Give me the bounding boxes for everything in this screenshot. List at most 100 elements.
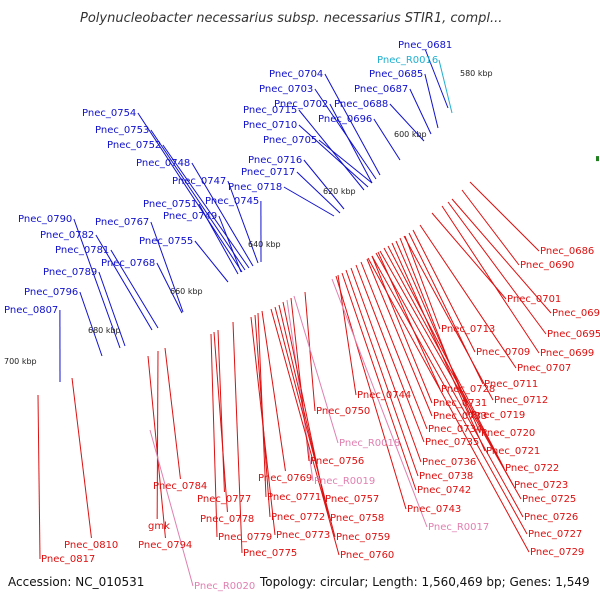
gene-label[interactable]: Pnec_0718 [228,182,282,193]
gene-label[interactable]: Pnec_0756 [310,456,364,467]
gene-label[interactable]: Pnec_0727 [528,529,582,540]
gene-label[interactable]: Pnec_0751 [143,199,197,210]
gene-label[interactable]: Pnec_0768 [101,258,155,269]
gene-label[interactable]: Pnec_0747 [172,176,226,187]
label-leader-line [304,291,316,412]
gene-label[interactable]: Pnec_0790 [18,214,72,225]
gene-label[interactable]: Pnec_0721 [486,446,540,457]
gene-label[interactable]: Pnec_0720 [481,428,535,439]
kbp-label: 620 kbp [323,187,356,196]
gene-label[interactable]: Pnec_0709 [476,347,530,358]
gene-label[interactable]: Pnec_0794 [138,540,192,551]
gene-label[interactable]: Pnec_0712 [494,395,548,406]
gene-label[interactable]: Pnec_0736 [422,457,476,468]
gene-label[interactable]: Pnec_0702 [274,99,328,110]
gene-label[interactable]: Pnec_0753 [95,125,149,136]
gene-label[interactable]: Pnec_0701 [507,294,561,305]
gene-label[interactable]: Pnec_0733 [433,411,487,422]
gene-label[interactable]: Pnec_0779 [218,532,272,543]
gene-label[interactable]: Pnec_0748 [136,158,190,169]
gene-label[interactable]: Pnec_0745 [205,196,259,207]
gene-label[interactable]: Pnec_0772 [271,512,325,523]
gene-label[interactable]: Pnec_0713 [441,324,495,335]
gene-label[interactable]: Pnec_0728 [441,384,495,395]
gene-label[interactable]: Pnec_0807 [4,305,58,316]
gene-label[interactable]: Pnec_0738 [419,471,473,482]
gene-label[interactable]: Pnec_0750 [316,406,370,417]
gene-label[interactable]: Pnec_0767 [95,217,149,228]
label-leader-line [383,247,514,486]
label-leader-line [438,59,453,114]
gene-label[interactable]: Pnec_0752 [107,140,161,151]
gene-label[interactable]: Pnec_0778 [200,514,254,525]
label-leader-line [303,159,345,210]
gene-label[interactable]: Pnec_0781 [55,245,109,256]
gene-label[interactable]: Pnec_0703 [259,84,313,95]
gene-label[interactable]: Pnec_0699 [540,348,594,359]
gene-label[interactable]: Pnec_0782 [40,230,94,241]
gene-label[interactable]: Pnec_0773 [276,530,330,541]
label-leader-line [164,347,181,480]
gene-label[interactable]: Pnec_0817 [41,554,95,565]
gene-label[interactable]: Pnec_0725 [522,494,576,505]
label-leader-line [375,252,524,518]
gene-label[interactable]: Pnec_0723 [514,480,568,491]
gene-label[interactable]: Pnec_0758 [330,513,384,524]
gene-label[interactable]: Pnec_0710 [243,120,297,131]
label-leader-line [441,205,540,354]
gene-label[interactable]: Pnec_0688 [334,99,388,110]
gene-label[interactable]: Pnec_0796 [24,287,78,298]
gene-label[interactable]: Pnec_R0017 [428,522,489,533]
label-leader-line [194,240,229,283]
gene-label[interactable]: Pnec_R0019 [314,476,375,487]
gene-label[interactable]: Pnec_R0018 [339,438,400,449]
gene-label[interactable]: Pnec_0717 [241,167,295,178]
gene-label[interactable]: Pnec_0711 [484,379,538,390]
gene-label[interactable]: Pnec_0755 [139,236,193,247]
gene-label[interactable]: Pnec_0735 [425,437,479,448]
gene-label[interactable]: Pnec_0696 [318,114,372,125]
label-leader-line [210,333,218,538]
gene-label[interactable]: Pnec_0707 [517,363,571,374]
gene-label[interactable]: Pnec_0686 [540,246,594,257]
gene-label[interactable]: Pnec_0705 [263,135,317,146]
gene-label[interactable]: Pnec_0726 [524,512,578,523]
gene-label[interactable]: Pnec_0775 [243,548,297,559]
gene-label[interactable]: Pnec_0744 [357,390,411,401]
label-leader-line [232,321,243,554]
gene-label[interactable]: Pnec_0769 [258,473,312,484]
gene-label[interactable]: Pnec_0771 [267,492,321,503]
gene-label[interactable]: Pnec_0681 [398,40,452,51]
label-leader-line [451,198,552,314]
gene-label[interactable]: Pnec_0716 [248,155,302,166]
gene-label[interactable]: Pnec_0734 [428,424,482,435]
gene-label[interactable]: Pnec_0704 [269,69,323,80]
gene-label[interactable]: Pnec_0784 [153,481,207,492]
label-leader-line [293,295,339,444]
gene-label[interactable]: Pnec_0687 [354,84,408,95]
gene-label[interactable]: Pnec_0759 [336,532,390,543]
gene-label[interactable]: Pnec_R0016 [377,55,438,66]
gene-label[interactable]: Pnec_0754 [82,108,136,119]
gene-label[interactable]: Pnec_0777 [197,494,251,505]
gene-label[interactable]: Pnec_R0020 [194,581,255,592]
gene-label[interactable]: Pnec_0715 [243,105,297,116]
gene-label[interactable]: Pnec_0694 [552,308,600,319]
gene-label[interactable]: Pnec_0685 [369,69,423,80]
gene-label[interactable]: Pnec_0742 [417,485,471,496]
kbp-label: 680 kbp [88,326,121,335]
gene-label[interactable]: Pnec_0729 [530,547,584,558]
gene-label[interactable]: Pnec_0749 [163,211,217,222]
gene-label[interactable]: Pnec_0760 [340,550,394,561]
gene-label[interactable]: Pnec_0722 [505,463,559,474]
gene-label[interactable]: Pnec_0690 [520,260,574,271]
gene-label[interactable]: Pnec_0731 [433,398,487,409]
gene-label[interactable]: Pnec_0789 [43,267,97,278]
gene-label[interactable]: Pnec_0695 [547,329,600,340]
gene-label[interactable]: Pnec_0743 [407,504,461,515]
gene-label[interactable]: Pnec_0757 [325,494,379,505]
gene-label[interactable]: Pnec_0719 [471,410,525,421]
gene-label[interactable]: Pnec_0810 [64,540,118,551]
gene-label[interactable]: gmk [148,521,170,532]
label-leader-line [261,310,286,472]
